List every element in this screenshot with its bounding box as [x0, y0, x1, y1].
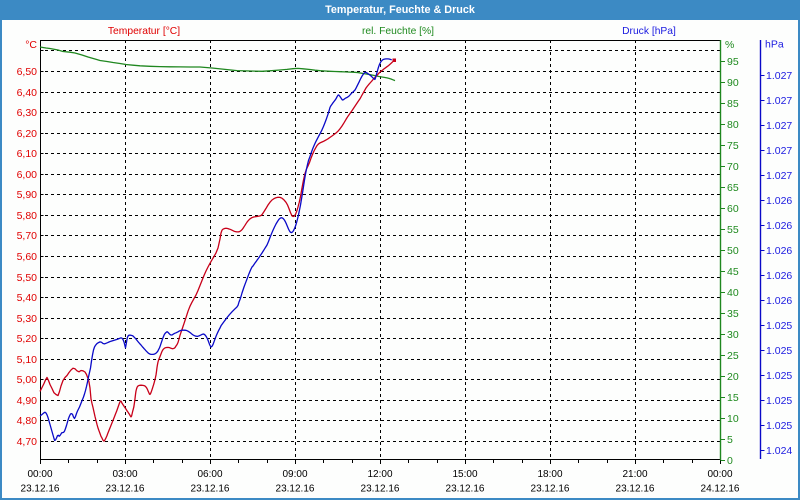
svg-text:5,30: 5,30 [17, 313, 38, 325]
svg-text:95: 95 [727, 56, 739, 68]
svg-text:10: 10 [727, 413, 739, 425]
svg-text:rel. Feuchte [%]: rel. Feuchte [%] [362, 26, 434, 37]
svg-text:23.12.16: 23.12.16 [616, 484, 655, 495]
svg-text:1.026: 1.026 [766, 295, 792, 307]
svg-text:00:00: 00:00 [27, 469, 52, 480]
svg-text:1.026: 1.026 [766, 220, 792, 232]
svg-text:hPa: hPa [765, 39, 784, 51]
svg-text:5,00: 5,00 [17, 374, 38, 386]
svg-text:00:00: 00:00 [707, 469, 732, 480]
svg-text:35: 35 [727, 308, 739, 320]
svg-text:50: 50 [727, 245, 739, 257]
svg-text:6,30: 6,30 [17, 107, 38, 119]
svg-text:1.025: 1.025 [766, 395, 792, 407]
svg-text:5,60: 5,60 [17, 251, 38, 263]
svg-text:Temperatur [°C]: Temperatur [°C] [108, 26, 180, 37]
svg-text:1.026: 1.026 [766, 245, 792, 257]
svg-text:90: 90 [727, 77, 739, 89]
svg-text:23.12.16: 23.12.16 [276, 484, 315, 495]
svg-text:1.027: 1.027 [766, 145, 792, 157]
svg-text:40: 40 [727, 287, 739, 299]
svg-text:80: 80 [727, 119, 739, 131]
svg-text:5,90: 5,90 [17, 189, 38, 201]
svg-text:1.027: 1.027 [766, 170, 792, 182]
svg-text:23.12.16: 23.12.16 [361, 484, 400, 495]
svg-text:1.027: 1.027 [766, 120, 792, 132]
svg-text:06:00: 06:00 [197, 469, 222, 480]
svg-text:1.024: 1.024 [766, 445, 792, 457]
svg-text:1.026: 1.026 [766, 270, 792, 282]
svg-text:0: 0 [727, 455, 733, 467]
svg-text:70: 70 [727, 161, 739, 173]
svg-text:4,90: 4,90 [17, 395, 38, 407]
svg-text:60: 60 [727, 203, 739, 215]
svg-text:18:00: 18:00 [537, 469, 562, 480]
svg-text:23.12.16: 23.12.16 [531, 484, 570, 495]
svg-text:12:00: 12:00 [367, 469, 392, 480]
svg-text:5,20: 5,20 [17, 333, 38, 345]
svg-text:5,10: 5,10 [17, 354, 38, 366]
svg-text:25: 25 [727, 350, 739, 362]
svg-text:45: 45 [727, 266, 739, 278]
svg-text:5,80: 5,80 [17, 210, 38, 222]
svg-text:1.025: 1.025 [766, 320, 792, 332]
svg-text:15: 15 [727, 392, 739, 404]
svg-text:24.12.16: 24.12.16 [701, 484, 740, 495]
svg-text:09:00: 09:00 [282, 469, 307, 480]
svg-text:23.12.16: 23.12.16 [191, 484, 230, 495]
svg-text:23.12.16: 23.12.16 [106, 484, 145, 495]
svg-text:23.12.16: 23.12.16 [21, 484, 60, 495]
svg-text:6,20: 6,20 [17, 128, 38, 140]
svg-text:Druck [hPa]: Druck [hPa] [622, 26, 676, 37]
svg-text:75: 75 [727, 140, 739, 152]
svg-text:65: 65 [727, 182, 739, 194]
svg-text:55: 55 [727, 224, 739, 236]
svg-text:1.027: 1.027 [766, 95, 792, 107]
svg-text:5: 5 [727, 434, 733, 446]
svg-text:6,00: 6,00 [17, 169, 38, 181]
svg-text:03:00: 03:00 [112, 469, 137, 480]
svg-text:85: 85 [727, 98, 739, 110]
svg-text:5,50: 5,50 [17, 272, 38, 284]
svg-text:°C: °C [25, 39, 37, 51]
svg-text:1.026: 1.026 [766, 195, 792, 207]
svg-text:30: 30 [727, 329, 739, 341]
svg-text:5,70: 5,70 [17, 230, 38, 242]
svg-text:4,80: 4,80 [17, 415, 38, 427]
svg-text:5,40: 5,40 [17, 292, 38, 304]
svg-text:6,40: 6,40 [17, 87, 38, 99]
svg-text:20: 20 [727, 371, 739, 383]
svg-text:23.12.16: 23.12.16 [446, 484, 485, 495]
svg-text:1.027: 1.027 [766, 70, 792, 82]
svg-text:%: % [725, 39, 734, 51]
svg-text:1.025: 1.025 [766, 370, 792, 382]
svg-text:1.025: 1.025 [766, 420, 792, 432]
svg-text:21:00: 21:00 [622, 469, 647, 480]
svg-text:15:00: 15:00 [452, 469, 477, 480]
svg-text:1.025: 1.025 [766, 345, 792, 357]
svg-text:4,70: 4,70 [17, 436, 38, 448]
svg-text:6,50: 6,50 [17, 66, 38, 78]
svg-text:6,10: 6,10 [17, 148, 38, 160]
